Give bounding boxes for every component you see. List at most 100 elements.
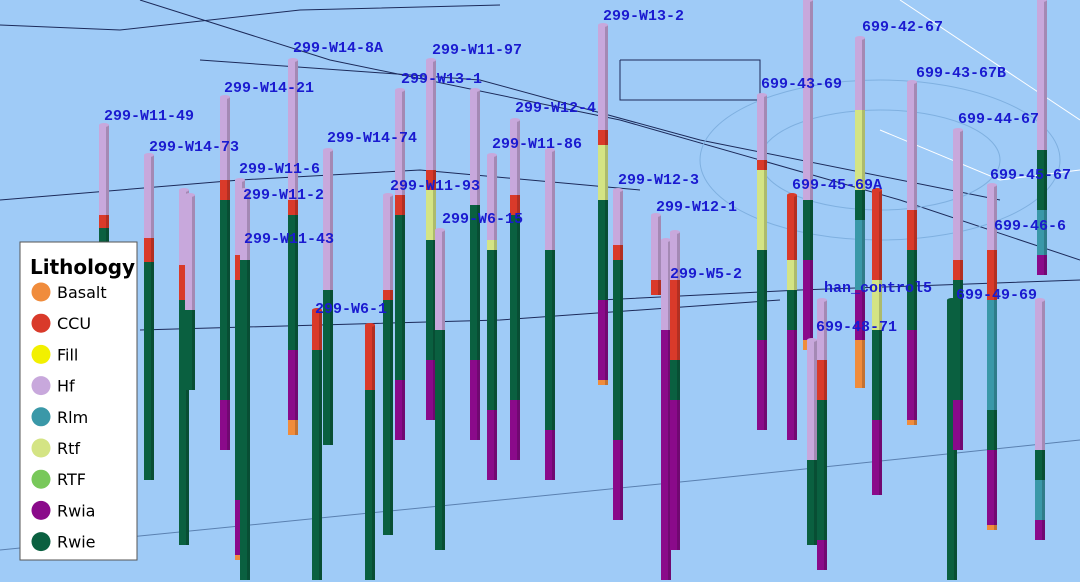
borehole-segment	[365, 325, 375, 390]
borehole-segment	[220, 180, 230, 200]
borehole-segment	[787, 260, 797, 290]
boreholes	[99, 0, 1047, 580]
borehole-cap	[435, 228, 445, 232]
borehole-segment	[872, 190, 882, 280]
borehole-segment	[288, 215, 298, 350]
borehole-cap	[953, 128, 963, 132]
borehole	[803, 0, 813, 350]
legend-swatch	[31, 532, 51, 552]
borehole-cap	[510, 118, 520, 122]
borehole	[470, 88, 480, 440]
legend-swatch	[31, 282, 51, 302]
borehole-segment	[987, 410, 997, 450]
borehole-cap	[365, 323, 375, 327]
legend-swatch	[31, 376, 51, 396]
legend-swatch	[31, 407, 51, 427]
borehole	[144, 153, 154, 480]
borehole-cap	[807, 338, 817, 342]
borehole	[510, 118, 520, 460]
borehole-cap	[803, 0, 813, 2]
borehole-segment	[545, 150, 555, 250]
borehole-segment	[144, 155, 154, 238]
borehole-segment	[598, 25, 608, 130]
borehole-shade	[192, 195, 195, 390]
borehole	[987, 183, 997, 530]
borehole-segment	[598, 300, 608, 380]
borehole-segment	[855, 290, 865, 340]
borehole-segment	[757, 170, 767, 250]
well-label: 699-45-69A	[792, 177, 882, 194]
borehole-segment	[144, 238, 154, 262]
borehole-cap	[787, 193, 797, 197]
borehole	[395, 88, 405, 440]
borehole-segment	[1037, 210, 1047, 255]
borehole-segment	[240, 190, 250, 260]
borehole	[907, 80, 917, 425]
borehole-shade	[402, 90, 405, 440]
borehole-shade	[879, 190, 882, 495]
borehole-shade	[605, 25, 608, 385]
borehole-shade	[517, 120, 520, 460]
borehole-cap	[179, 188, 189, 192]
borehole	[383, 193, 393, 535]
well-label: 299-W13-1	[401, 71, 482, 88]
borehole	[613, 188, 623, 520]
borehole-segment	[613, 440, 623, 520]
well-label: 299-W11-43	[244, 231, 334, 248]
borehole-segment	[817, 360, 827, 400]
borehole-segment	[953, 260, 963, 280]
borehole-segment	[855, 110, 865, 190]
borehole-segment	[872, 280, 882, 330]
borehole-segment	[953, 130, 963, 260]
borehole-segment	[395, 380, 405, 440]
borehole-segment	[1035, 450, 1045, 480]
borehole-segment	[803, 260, 813, 340]
borehole-cap	[545, 148, 555, 152]
borehole-cap	[395, 88, 405, 92]
borehole-shade	[677, 232, 680, 550]
borehole-shade	[552, 150, 555, 480]
legend-swatch	[31, 500, 51, 520]
borehole-segment	[220, 97, 230, 180]
borehole-segment	[1035, 480, 1045, 520]
well-label: 699-44-67	[958, 111, 1039, 128]
borehole	[288, 58, 298, 435]
borehole-segment	[288, 350, 298, 420]
well-label: 299-W14-73	[149, 139, 239, 156]
borehole-segment	[144, 262, 154, 480]
borehole-segment	[545, 250, 555, 430]
borehole-segment	[1037, 255, 1047, 275]
legend-label: Rwie	[57, 533, 96, 552]
borehole-segment	[670, 360, 680, 400]
borehole	[323, 148, 333, 445]
borehole	[807, 338, 817, 545]
borehole-segment	[288, 200, 298, 215]
borehole-segment	[383, 290, 393, 300]
borehole-segment	[807, 460, 817, 545]
borehole-segment	[435, 230, 445, 330]
well-label: 699-45-67	[990, 167, 1071, 184]
borehole-shade	[295, 60, 298, 435]
borehole-segment	[598, 200, 608, 300]
borehole-shade	[1044, 0, 1047, 275]
borehole-segment	[510, 215, 520, 400]
borehole	[872, 188, 882, 495]
borehole-segment	[99, 125, 109, 215]
borehole-cap	[1035, 298, 1045, 302]
borehole-shade	[620, 190, 623, 520]
borehole-segment	[1037, 0, 1047, 150]
borehole-cap	[323, 148, 333, 152]
borehole-cap	[144, 153, 154, 157]
borehole	[953, 128, 963, 450]
borehole-segment	[953, 400, 963, 450]
well-label: 299-W12-4	[515, 100, 596, 117]
borehole-shade	[862, 38, 865, 388]
well-label: 299-W11-86	[492, 136, 582, 153]
borehole-segment	[613, 245, 623, 260]
borehole-shade	[794, 195, 797, 440]
map-lines	[0, 0, 1080, 551]
borehole	[787, 193, 797, 440]
borehole-segment	[817, 540, 827, 570]
borehole-cap	[487, 153, 497, 157]
borehole	[1037, 0, 1047, 275]
